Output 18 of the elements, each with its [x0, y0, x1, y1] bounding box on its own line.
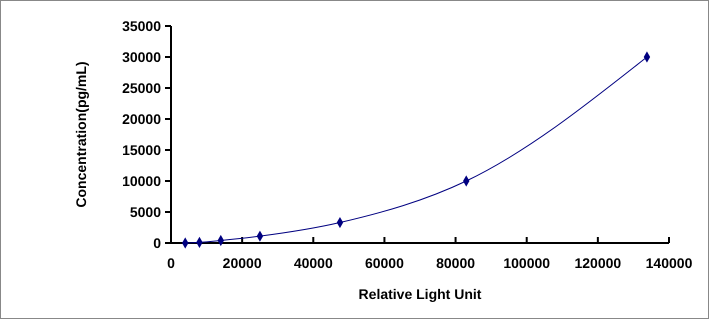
y-axis-title: Concentration(pg/mL): [73, 61, 89, 208]
y-tick-label: 0: [153, 234, 162, 251]
y-tick-label: 10000: [122, 172, 162, 189]
x-tick-label: 100000: [503, 255, 550, 271]
x-tick-label: 0: [167, 255, 176, 271]
y-tick-label: 30000: [122, 48, 162, 65]
x-tick-label: 20000: [222, 255, 262, 271]
y-tick-label: 35000: [122, 18, 162, 34]
y-tick-label: 25000: [122, 80, 162, 96]
x-tick-label: 140000: [646, 255, 693, 271]
y-tick-label: 5000: [130, 204, 162, 220]
x-tick-label: 80000: [436, 255, 476, 271]
x-tick-label: 60000: [364, 255, 404, 271]
y-tick-label: 20000: [122, 110, 162, 127]
x-tick-label: 120000: [574, 255, 622, 271]
x-tick-label: 40000: [294, 255, 333, 271]
x-axis-title: Relative Light Unit: [358, 286, 482, 302]
y-tick-label: 15000: [122, 142, 162, 158]
